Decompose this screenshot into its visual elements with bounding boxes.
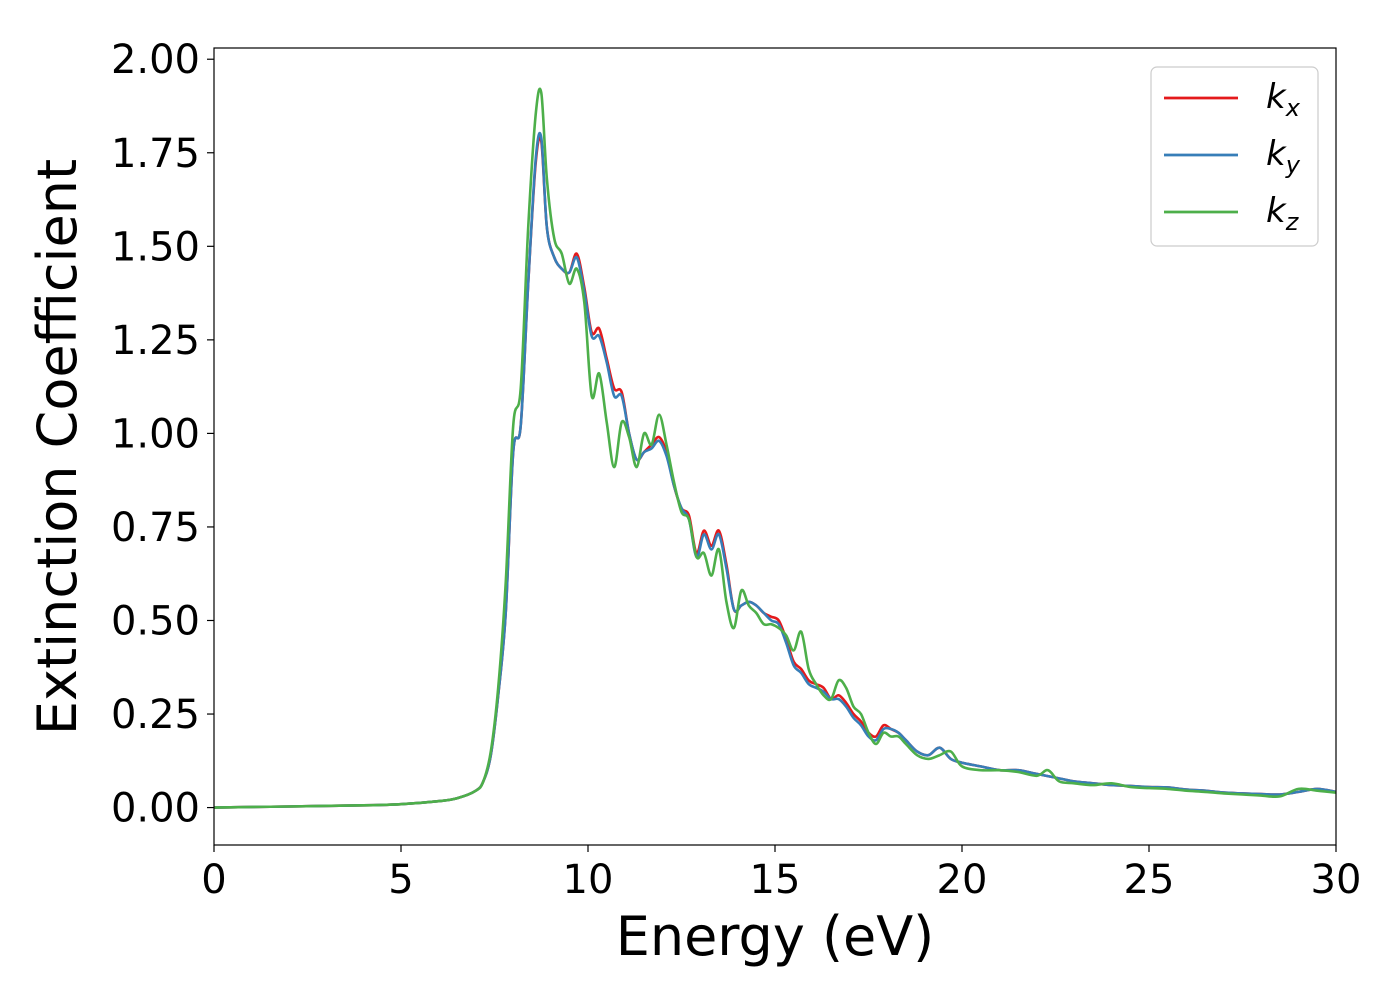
legend-label-main: k xyxy=(1266,134,1287,174)
x-tick-label: 25 xyxy=(1124,857,1175,903)
x-tick-label: 5 xyxy=(388,857,413,903)
legend-box xyxy=(1150,66,1319,247)
legend-label-kx: kx xyxy=(1266,77,1301,122)
x-axis-label: Energy (eV) xyxy=(616,905,935,968)
y-tick-label: 1.75 xyxy=(111,131,200,177)
y-tick-label: 1.50 xyxy=(111,224,200,270)
x-tick-label: 0 xyxy=(201,857,226,903)
legend-label-subscript: y xyxy=(1285,151,1301,179)
plot-area xyxy=(214,48,1336,845)
x-tick-label: 20 xyxy=(937,857,988,903)
legend-label-main: k xyxy=(1266,191,1287,231)
series-layer xyxy=(213,87,1337,809)
legend-label-subscript: z xyxy=(1285,208,1300,236)
legend-label-ky: ky xyxy=(1266,134,1301,179)
x-axis-ticks: 0 5 10 15 20 25 30 xyxy=(201,845,1361,903)
series-line-kz xyxy=(213,87,1337,809)
y-axis-ticks: 0.00 0.25 0.50 0.75 1.00 1.25 1.50 1.75 2.00 xyxy=(111,37,214,832)
x-tick-label: 30 xyxy=(1311,857,1362,903)
y-axis-label: Extinction Coefficient xyxy=(26,159,89,735)
x-tick-label: 15 xyxy=(750,857,801,903)
y-tick-label: 0.25 xyxy=(111,692,200,738)
y-tick-label: 0.50 xyxy=(111,598,200,644)
y-tick-label: 0.75 xyxy=(111,505,200,551)
y-tick-label: 0.00 xyxy=(111,786,200,832)
legend-label-kz: kz xyxy=(1266,191,1300,236)
y-tick-label: 2.00 xyxy=(111,37,200,83)
y-tick-label: 1.00 xyxy=(111,411,200,457)
legend-label-main: k xyxy=(1266,77,1287,117)
y-tick-label: 1.25 xyxy=(111,318,200,364)
legend-label-subscript: x xyxy=(1285,94,1301,122)
x-tick-label: 10 xyxy=(563,857,614,903)
